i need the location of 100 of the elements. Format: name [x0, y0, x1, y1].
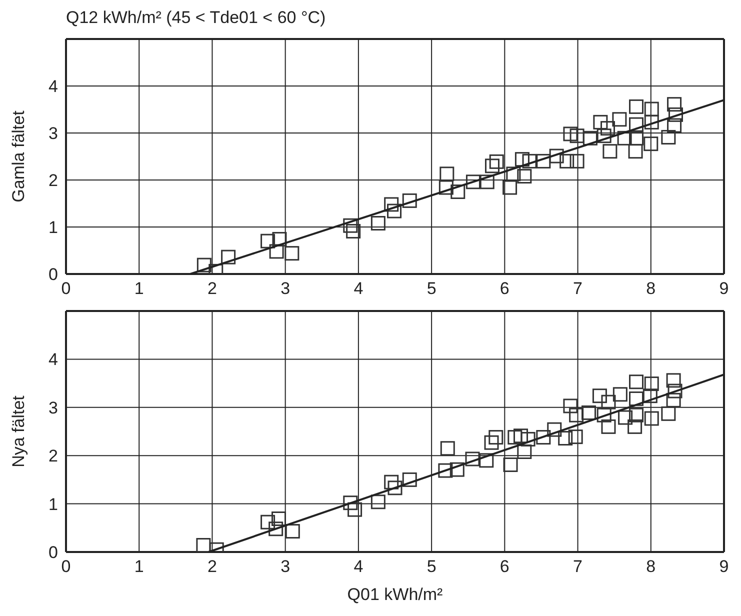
point: [484, 435, 499, 450]
point: [569, 408, 584, 422]
point: [612, 112, 627, 127]
point: [536, 430, 551, 445]
x-tick-label: 7: [573, 279, 583, 298]
point: [668, 384, 682, 398]
point: [667, 97, 682, 112]
x-tick-label: 2: [207, 557, 217, 576]
point: [387, 204, 402, 218]
point: [666, 373, 681, 388]
y-tick-label: 4: [48, 350, 58, 370]
point: [268, 522, 284, 536]
point: [628, 419, 642, 434]
x-tick-label: 0: [61, 279, 71, 298]
point: [438, 180, 454, 195]
point: [370, 216, 386, 230]
point: [514, 428, 528, 444]
point: [547, 422, 562, 437]
point: [438, 463, 453, 478]
point: [601, 419, 616, 434]
point: [563, 398, 578, 414]
point: [644, 411, 659, 426]
point: [508, 430, 522, 445]
point: [479, 453, 494, 468]
point: [514, 152, 530, 167]
point: [618, 410, 633, 425]
point: [558, 431, 573, 446]
point: [666, 392, 681, 408]
x-tick-label: 4: [354, 557, 364, 576]
x-tick-label: 5: [426, 279, 436, 298]
point: [196, 258, 212, 272]
point: [480, 174, 494, 190]
point: [629, 391, 644, 406]
point: [260, 514, 276, 530]
y-tick-label: 1: [48, 218, 58, 238]
x-tick-label: 1: [134, 557, 144, 576]
y-tick-label: 2: [48, 446, 58, 466]
point: [402, 193, 417, 208]
point: [506, 166, 521, 182]
point: [348, 502, 362, 517]
point: [581, 405, 596, 420]
point: [284, 246, 300, 261]
point: [582, 130, 598, 146]
point: [272, 511, 286, 526]
point: [629, 374, 644, 390]
point: [570, 128, 584, 144]
point: [343, 218, 358, 233]
point: [629, 130, 644, 146]
y-tick-label: 4: [48, 77, 58, 96]
x-tick-label: 4: [354, 279, 364, 298]
point: [384, 474, 399, 490]
point: [593, 114, 608, 130]
x-tick-label: 8: [646, 557, 656, 576]
point: [536, 154, 551, 168]
point: [601, 394, 616, 410]
point: [517, 444, 532, 459]
y-axis-title: Gamla fältet: [9, 110, 28, 202]
x-tick-label: 9: [719, 279, 729, 298]
point: [370, 494, 386, 510]
x-axis-title: Q01 kWh/m²: [347, 585, 444, 604]
point: [520, 432, 536, 446]
point: [450, 184, 466, 199]
point: [272, 232, 287, 246]
point: [570, 154, 584, 168]
x-tick-label: 3: [280, 557, 290, 576]
point: [285, 524, 300, 539]
y-tick-label: 1: [48, 494, 58, 514]
chart-title: Q12 kWh/m² (45 < Tde01 < 60 °C): [66, 8, 327, 29]
point: [549, 148, 564, 164]
point: [440, 166, 454, 182]
point: [629, 408, 644, 422]
point: [343, 496, 358, 510]
point: [450, 462, 464, 477]
point: [602, 144, 618, 159]
point: [465, 452, 480, 466]
point: [196, 538, 211, 552]
point: [617, 130, 632, 146]
x-tick-label: 1: [134, 279, 144, 298]
point: [221, 250, 236, 264]
x-tick-label: 2: [207, 279, 217, 298]
y-tick-label: 0: [48, 265, 58, 284]
point: [488, 430, 504, 445]
x-tick-label: 8: [646, 279, 656, 298]
point: [596, 408, 612, 422]
point: [388, 480, 402, 496]
point: [563, 126, 578, 142]
point: [644, 102, 659, 116]
y-axis-title: Nya fältet: [9, 395, 28, 468]
y-tick-label: 3: [48, 398, 58, 418]
point: [489, 154, 504, 169]
point: [661, 406, 676, 421]
point: [503, 458, 518, 472]
point: [596, 128, 612, 144]
point: [384, 197, 399, 212]
x-tick-label: 0: [61, 557, 71, 576]
point: [402, 472, 417, 487]
point: [642, 388, 658, 404]
point: [628, 144, 643, 159]
point: [346, 224, 361, 238]
point: [522, 154, 537, 168]
